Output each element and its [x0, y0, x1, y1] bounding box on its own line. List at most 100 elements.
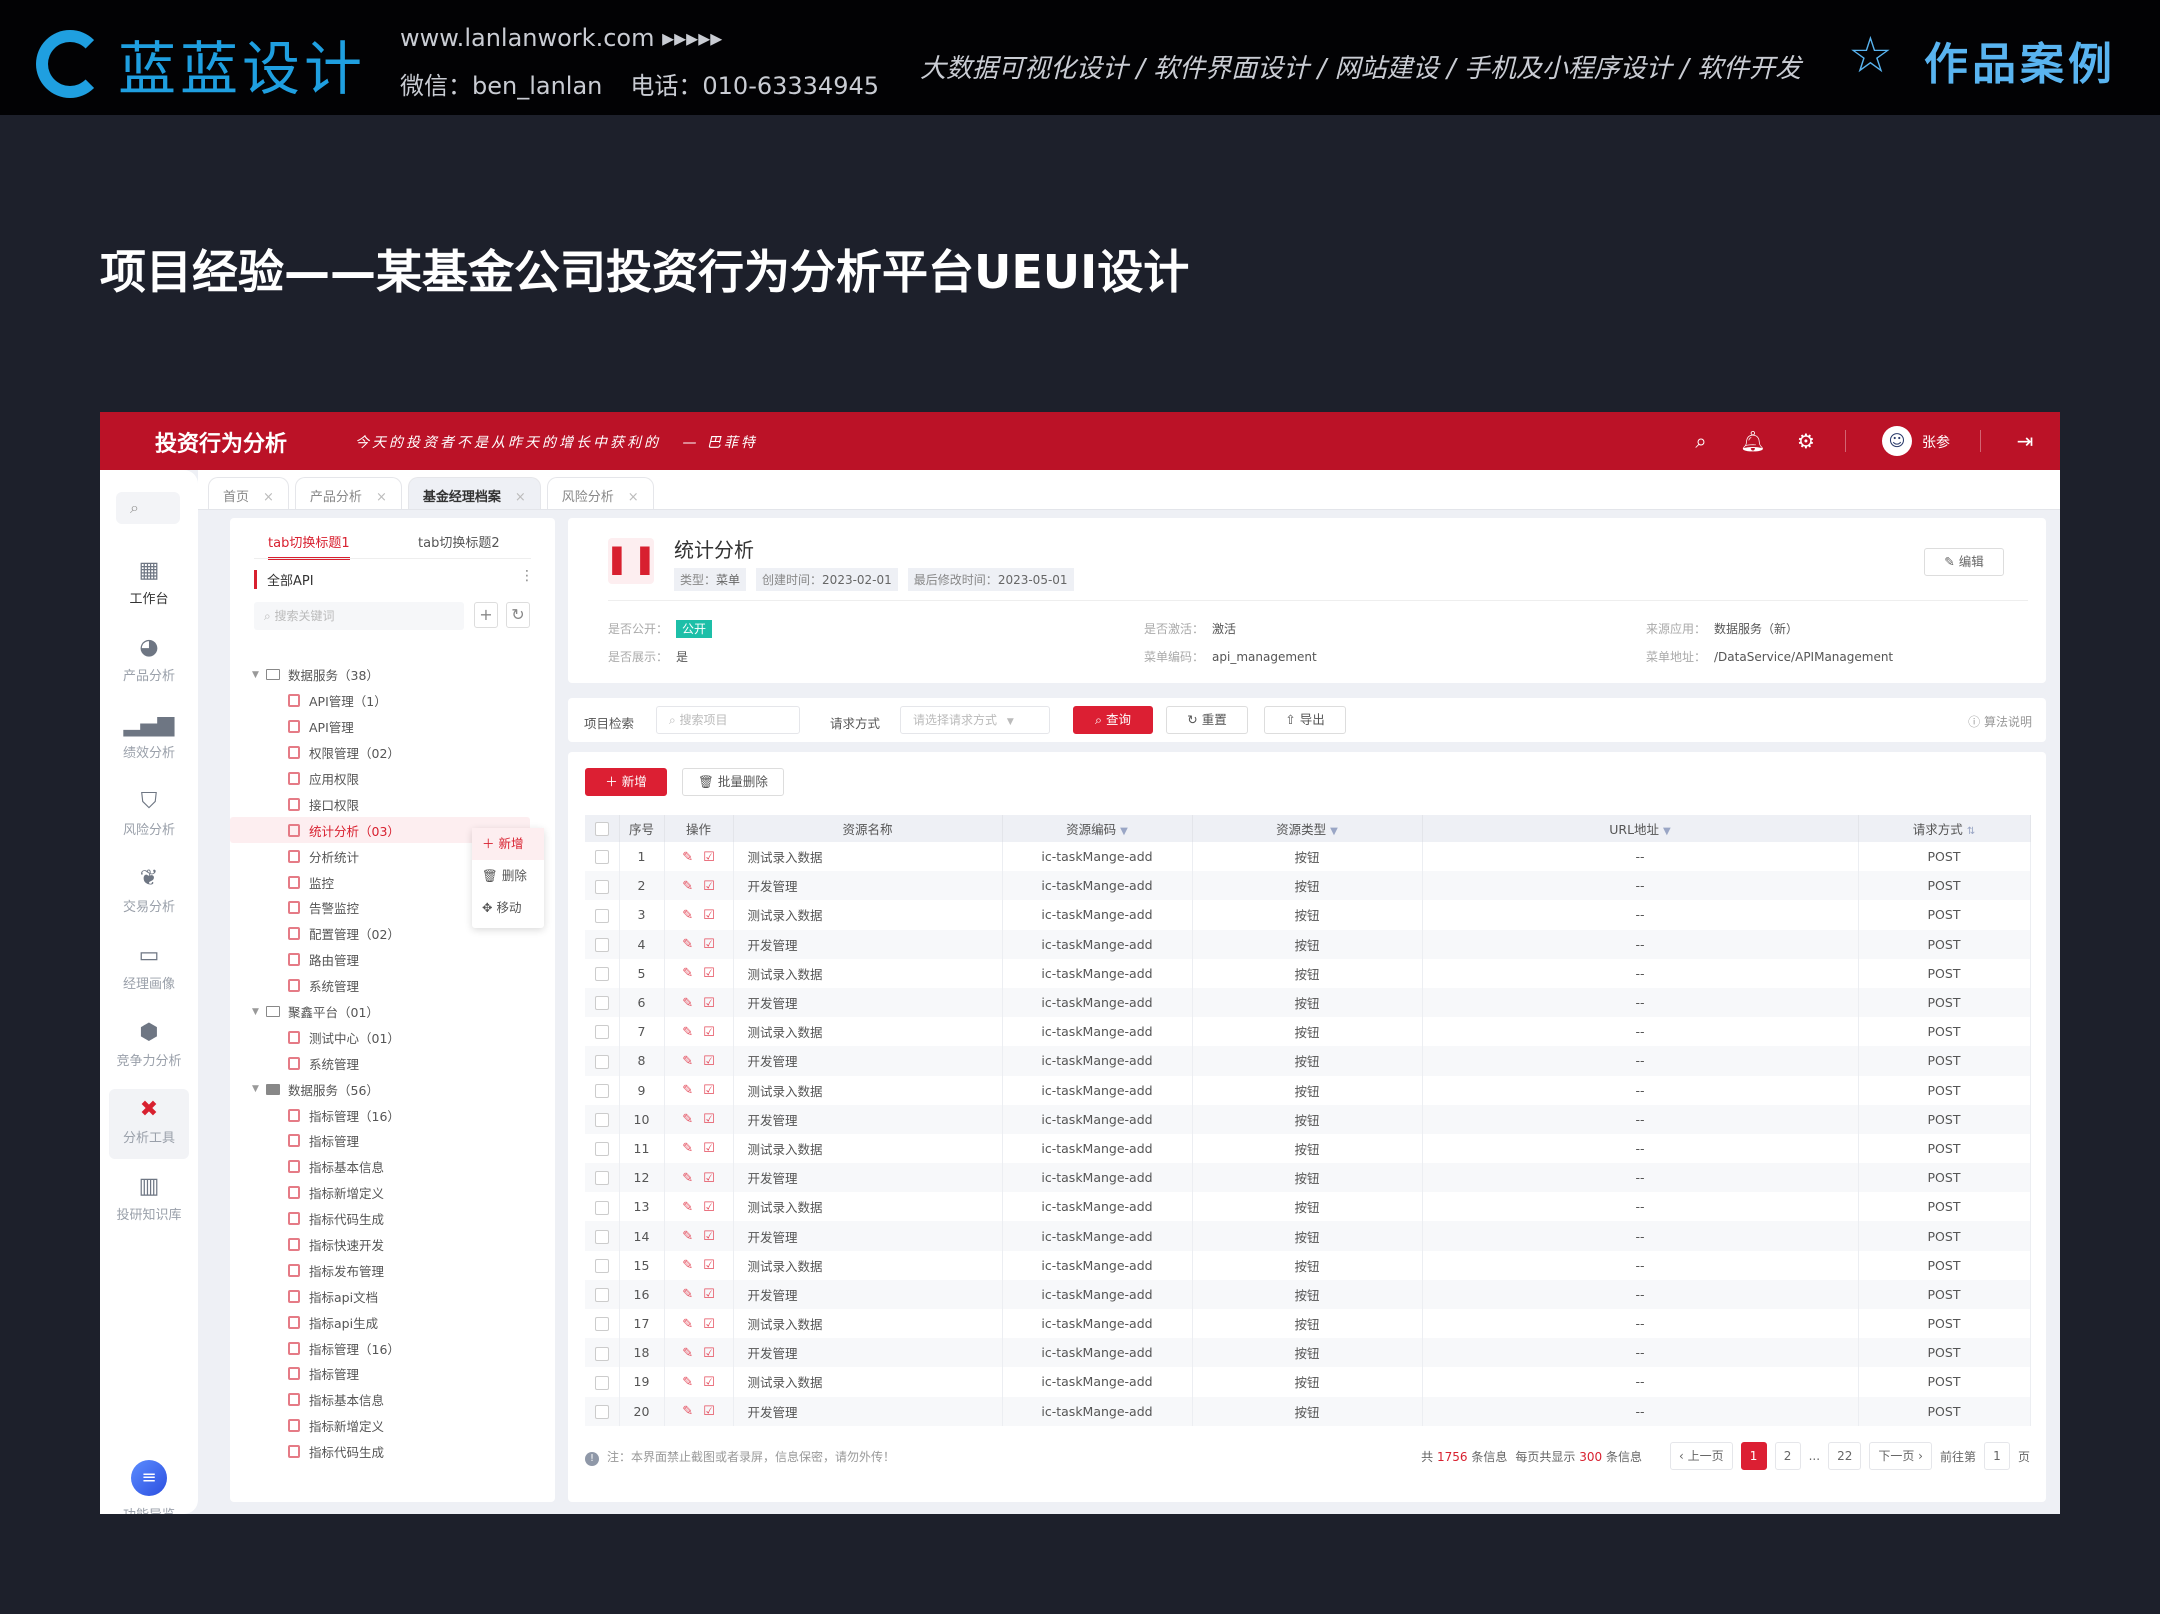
row-checkbox[interactable]: [585, 1046, 620, 1076]
prev-page-button[interactable]: ‹ 上一页: [1669, 1442, 1733, 1470]
table-row[interactable]: 6 ✎ ☑ 开发管理 ic-taskMange-add 按钮 -- POST: [585, 987, 2031, 1018]
row-checkbox[interactable]: [585, 1104, 620, 1134]
edit-icon[interactable]: ✎: [682, 1229, 694, 1245]
edit-icon[interactable]: ✎: [682, 1141, 694, 1157]
page-2[interactable]: 2: [1774, 1442, 1801, 1470]
tree-node[interactable]: 分析统计: [252, 843, 542, 869]
check-icon[interactable]: ☑: [703, 1024, 715, 1040]
table-row[interactable]: 18 ✎ ☑ 开发管理 ic-taskMange-add 按钮 -- POST: [585, 1338, 2031, 1368]
check-icon[interactable]: ☑: [703, 1112, 715, 1128]
close-icon[interactable]: ×: [263, 490, 274, 505]
sidebar-item-6[interactable]: ⬢ 竞争力分析: [109, 1012, 189, 1082]
query-button[interactable]: ⌕ 查询: [1073, 706, 1153, 734]
batch-delete-button[interactable]: 🗑︎ 批量删除: [682, 768, 784, 796]
tree-node[interactable]: 系统管理: [252, 1050, 542, 1076]
edit-icon[interactable]: ✎: [682, 937, 694, 953]
tree-root-label[interactable]: 全部API: [254, 570, 314, 589]
sidebar-search-button[interactable]: ⌕: [116, 492, 180, 524]
row-checkbox[interactable]: [585, 1396, 620, 1426]
row-checkbox[interactable]: [585, 987, 620, 1018]
tree-node[interactable]: 系统管理: [252, 973, 542, 999]
user-name[interactable]: 张参: [1922, 435, 1950, 451]
edit-icon[interactable]: ✎: [682, 907, 694, 923]
check-icon[interactable]: ☑: [703, 1170, 715, 1186]
caret-down-icon[interactable]: ▼: [252, 669, 259, 680]
tree-node[interactable]: 指标api文档: [252, 1283, 542, 1309]
project-search-input[interactable]: ⌕ 搜索项目: [656, 706, 800, 734]
row-checkbox[interactable]: [585, 1250, 620, 1280]
sidebar-item-2[interactable]: ▂▄▆ 绩效分析: [109, 704, 189, 774]
check-icon[interactable]: ☑: [703, 907, 715, 923]
more-vertical-icon[interactable]: ⋮: [520, 568, 534, 584]
tree-node[interactable]: 指标管理: [252, 1128, 542, 1154]
page-22[interactable]: 22: [1828, 1442, 1862, 1470]
edit-icon[interactable]: ✎: [682, 878, 694, 894]
sidebar-item-1[interactable]: ◕ 产品分析: [109, 627, 189, 697]
table-row[interactable]: 16 ✎ ☑ 开发管理 ic-taskMange-add 按钮 -- POST: [585, 1279, 2031, 1309]
tree-node[interactable]: 指标管理（16）: [252, 1335, 542, 1361]
bell-icon[interactable]: 🔔︎: [1740, 429, 1766, 453]
export-button[interactable]: ⇧ 导出: [1264, 706, 1346, 734]
row-checkbox[interactable]: [585, 1309, 620, 1339]
tree-node[interactable]: 指标api生成: [252, 1309, 542, 1335]
edit-icon[interactable]: ✎: [682, 1316, 694, 1332]
table-row[interactable]: 9 ✎ ☑ 测试录入数据 ic-taskMange-add 按钮 -- POST: [585, 1075, 2031, 1105]
edit-icon[interactable]: ✎: [682, 1053, 694, 1069]
row-checkbox[interactable]: [585, 900, 620, 930]
tree-node[interactable]: 指标代码生成: [252, 1439, 542, 1465]
refresh-button[interactable]: ↻: [506, 602, 530, 628]
tree-search-input[interactable]: ⌕ 搜索关键词: [254, 602, 464, 630]
tree-node[interactable]: 指标基本信息: [252, 1387, 542, 1413]
table-row[interactable]: 20 ✎ ☑ 开发管理 ic-taskMange-add 按钮 -- POST: [585, 1396, 2031, 1426]
edit-icon[interactable]: ✎: [682, 995, 694, 1011]
check-icon[interactable]: ☑: [703, 849, 715, 865]
edit-icon[interactable]: ✎: [682, 849, 694, 865]
tree-node[interactable]: 权限管理（02）: [252, 740, 542, 766]
edit-icon[interactable]: ✎: [682, 1287, 694, 1303]
edit-icon[interactable]: ✎: [682, 1258, 694, 1274]
check-icon[interactable]: ☑: [703, 1258, 715, 1274]
row-checkbox[interactable]: [585, 871, 620, 901]
edit-button[interactable]: ✎ 编辑: [1924, 548, 2004, 576]
check-icon[interactable]: ☑: [703, 966, 715, 982]
context-add[interactable]: ＋ 新增: [472, 828, 544, 860]
select-all-checkbox[interactable]: [585, 815, 620, 842]
close-icon[interactable]: ×: [514, 490, 526, 505]
edit-icon[interactable]: ✎: [682, 1404, 694, 1420]
search-icon[interactable]: ⌕: [1695, 429, 1707, 453]
reset-button[interactable]: ↻ 重置: [1166, 706, 1248, 734]
check-icon[interactable]: ☑: [703, 937, 715, 953]
table-row[interactable]: 15 ✎ ☑ 测试录入数据 ic-taskMange-add 按钮 -- POST: [585, 1250, 2031, 1280]
feature-guide-button[interactable]: ≡ 功能导览: [100, 1460, 198, 1514]
row-checkbox[interactable]: [585, 1367, 620, 1397]
check-icon[interactable]: ☑: [703, 1083, 715, 1099]
table-row[interactable]: 2 ✎ ☑ 开发管理 ic-taskMange-add 按钮 -- POST: [585, 871, 2031, 901]
edit-icon[interactable]: ✎: [682, 1083, 694, 1099]
tab-0[interactable]: 首页 ×: [208, 477, 289, 509]
logout-icon[interactable]: ⇥: [2016, 429, 2034, 453]
table-row[interactable]: 1 ✎ ☑ 测试录入数据 ic-taskMange-add 按钮 -- POST: [585, 842, 2031, 872]
table-row[interactable]: 8 ✎ ☑ 开发管理 ic-taskMange-add 按钮 -- POST: [585, 1046, 2031, 1076]
next-page-button[interactable]: 下一页 ›: [1869, 1442, 1932, 1470]
tree-node[interactable]: 路由管理: [252, 947, 542, 973]
edit-icon[interactable]: ✎: [682, 966, 694, 982]
tree-node[interactable]: ▼ 聚鑫平台（01）: [252, 999, 542, 1025]
method-select[interactable]: 请选择请求方式 ▼: [900, 706, 1050, 734]
row-checkbox[interactable]: [585, 842, 620, 872]
tree-node[interactable]: 配置管理（02）: [252, 921, 542, 947]
add-button[interactable]: ＋ 新增: [585, 768, 667, 796]
col-method[interactable]: 请求方式 ⇅: [1858, 815, 2031, 842]
tree-node[interactable]: 指标发布管理: [252, 1257, 542, 1283]
tab-1[interactable]: 产品分析 ×: [294, 477, 402, 509]
tree-node[interactable]: 指标新增定义: [252, 1180, 542, 1206]
check-icon[interactable]: ☑: [703, 1404, 715, 1420]
tree-node[interactable]: 接口权限: [252, 791, 542, 817]
row-checkbox[interactable]: [585, 958, 620, 988]
table-row[interactable]: 5 ✎ ☑ 测试录入数据 ic-taskMange-add 按钮 -- POST: [585, 958, 2031, 988]
tree-node[interactable]: 指标管理: [252, 1361, 542, 1387]
sidebar-item-5[interactable]: ▭ 经理画像: [109, 935, 189, 1005]
col-type[interactable]: 资源类型 ▼: [1192, 815, 1423, 842]
table-row[interactable]: 4 ✎ ☑ 开发管理 ic-taskMange-add 按钮 -- POST: [585, 929, 2031, 959]
row-checkbox[interactable]: [585, 1075, 620, 1105]
row-checkbox[interactable]: [585, 1192, 620, 1222]
